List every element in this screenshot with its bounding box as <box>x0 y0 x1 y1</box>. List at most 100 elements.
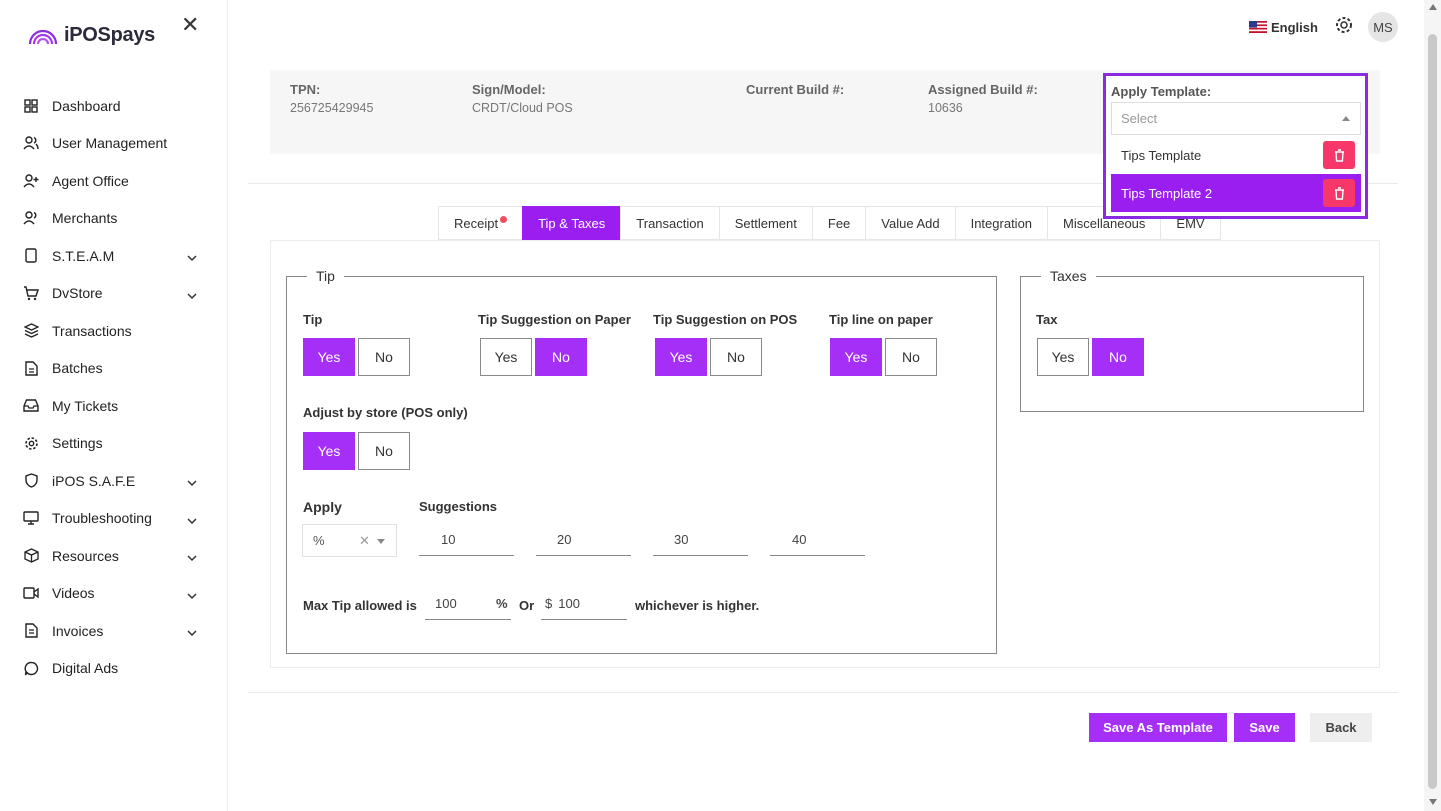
suggestion-input-2[interactable]: 20 <box>536 524 631 556</box>
sidebar-item-label: My Tickets <box>52 397 119 414</box>
max-tip-percent-input[interactable]: 100 % <box>425 588 511 620</box>
sidebar-item-agent-office[interactable]: Agent Office <box>0 162 228 200</box>
sidebar-item-label: Invoices <box>52 622 104 639</box>
sidebar-item-troubleshooting[interactable]: Troubleshooting <box>0 500 228 538</box>
sidebar-item-label: User Management <box>52 135 168 152</box>
tab-integration[interactable]: Integration <box>954 206 1048 240</box>
tab-settlement[interactable]: Settlement <box>718 206 812 240</box>
sign-model-field: Sign/Model: CRDT/Cloud POS <box>472 82 573 115</box>
suggestion-input-1[interactable]: 10 <box>419 524 514 556</box>
footer-divider <box>248 692 1398 693</box>
sidebar-item-my-tickets[interactable]: My Tickets <box>0 387 228 425</box>
save-as-template-button[interactable]: Save As Template <box>1089 713 1227 742</box>
tip-suggestion-pos-no-button[interactable]: No <box>710 338 762 376</box>
top-bar: English MS <box>1249 12 1398 42</box>
tip-line-paper-label: Tip line on paper <box>829 312 933 327</box>
settings-gear-icon[interactable] <box>1334 15 1354 40</box>
sidebar-item-user-management[interactable]: User Management <box>0 125 228 163</box>
suggestion-input-4[interactable]: 40 <box>770 524 865 556</box>
sidebar-item-dvstore[interactable]: DvStore <box>0 275 228 313</box>
tip-line-paper-no-button[interactable]: No <box>885 338 937 376</box>
scroll-down-arrow-icon[interactable] <box>1429 799 1437 805</box>
sidebar-item-videos[interactable]: Videos <box>0 575 228 613</box>
chevron-down-icon <box>187 249 197 267</box>
sidebar-item-dashboard[interactable]: Dashboard <box>0 87 228 125</box>
tax-no-button[interactable]: No <box>1092 338 1144 376</box>
tab-fee[interactable]: Fee <box>811 206 866 240</box>
cart-icon <box>23 285 39 301</box>
sidebar-item-invoices[interactable]: Invoices <box>0 612 228 650</box>
apply-template-label: Apply Template: <box>1111 84 1212 99</box>
tab-transaction[interactable]: Transaction <box>620 206 719 240</box>
tab-tip-taxes[interactable]: Tip & Taxes <box>522 206 621 240</box>
max-tip-percent-value: 100 <box>435 596 457 611</box>
or-label: Or <box>519 598 535 613</box>
save-button[interactable]: Save <box>1234 713 1295 742</box>
box-icon <box>23 548 39 564</box>
apply-label: Apply <box>303 499 342 515</box>
chevron-down-icon <box>187 474 197 492</box>
adjust-by-store-toggle: Yes No <box>303 432 410 470</box>
back-button[interactable]: Back <box>1310 713 1372 742</box>
template-option-selected[interactable]: Tips Template 2 <box>1111 174 1361 212</box>
tab-label: Fee <box>827 215 851 231</box>
sidebar-item-label: S.T.E.A.M <box>52 247 115 264</box>
sidebar-item-resources[interactable]: Resources <box>0 537 228 575</box>
chevron-down-icon <box>187 549 197 567</box>
adjust-by-store-no-button[interactable]: No <box>358 432 410 470</box>
tab-label: Settlement <box>734 215 797 231</box>
sidebar-item-label: Agent Office <box>52 172 129 189</box>
clear-icon[interactable]: ✕ <box>359 532 370 548</box>
avatar[interactable]: MS <box>1367 12 1398 42</box>
close-sidebar-button[interactable]: ✕ <box>181 12 200 37</box>
sidebar-item-ipos-safe[interactable]: iPOS S.A.F.E <box>0 462 228 500</box>
apply-select[interactable]: % ✕ <box>302 524 397 557</box>
logo[interactable]: iPOSpays <box>28 24 155 47</box>
device-icon <box>23 248 39 264</box>
sidebar-item-transactions[interactable]: Transactions <box>0 312 228 350</box>
tab-receipt[interactable]: Receipt <box>438 206 523 240</box>
sidebar-nav: Dashboard User Management Agent Office M… <box>0 87 228 687</box>
tax-toggle: Yes No <box>1037 338 1144 376</box>
tip-suggestion-paper-no-button[interactable]: No <box>535 338 587 376</box>
page-scrollbar[interactable] <box>1424 0 1441 811</box>
tip-yes-button[interactable]: Yes <box>303 338 355 376</box>
tip-no-button[interactable]: No <box>358 338 410 376</box>
tab-label: Integration <box>970 215 1033 231</box>
scroll-up-arrow-icon[interactable] <box>1429 4 1437 10</box>
taxes-legend: Taxes <box>1050 268 1087 284</box>
file-icon <box>23 360 39 376</box>
adjust-by-store-yes-button[interactable]: Yes <box>303 432 355 470</box>
sidebar-item-batches[interactable]: Batches <box>0 350 228 388</box>
sidebar-item-settings[interactable]: Settings <box>0 425 228 463</box>
user-plus-icon <box>23 173 39 189</box>
tip-suggestion-pos-yes-button[interactable]: Yes <box>655 338 707 376</box>
tip-taxes-panel <box>270 240 1380 668</box>
tpn-label: TPN: <box>290 82 321 97</box>
suggestion-input-3[interactable]: 30 <box>653 524 748 556</box>
template-option[interactable]: Tips Template <box>1111 136 1361 174</box>
language-selector[interactable]: English <box>1249 20 1318 35</box>
sidebar-item-label: iPOS S.A.F.E <box>52 472 136 489</box>
max-tip-amount-input[interactable]: $ 100 <box>541 588 627 620</box>
tip-section: Tip <box>286 268 997 654</box>
tab-label: Tip & Taxes <box>538 215 606 231</box>
tip-line-paper-yes-button[interactable]: Yes <box>830 338 882 376</box>
max-tip-amount-value: 100 <box>558 596 580 611</box>
apply-template-select[interactable]: Select <box>1111 102 1361 135</box>
scrollbar-thumb[interactable] <box>1428 34 1437 789</box>
sidebar-item-label: Videos <box>52 585 95 602</box>
tip-suggestion-paper-yes-button[interactable]: Yes <box>480 338 532 376</box>
sidebar-item-digital-ads[interactable]: Digital Ads <box>0 650 228 688</box>
tip-line-paper-toggle: Yes No <box>830 338 937 376</box>
tab-value-add[interactable]: Value Add <box>865 206 955 240</box>
sidebar-item-label: Digital Ads <box>52 660 119 677</box>
notification-dot <box>500 216 508 223</box>
tax-yes-button[interactable]: Yes <box>1037 338 1089 376</box>
current-build-label: Current Build #: <box>746 82 845 97</box>
sidebar-item-merchants[interactable]: Merchants <box>0 200 228 238</box>
template-option-label: Tips Template <box>1121 147 1202 163</box>
delete-template-button[interactable] <box>1323 179 1355 207</box>
sidebar-item-steam[interactable]: S.T.E.A.M <box>0 237 228 275</box>
delete-template-button[interactable] <box>1323 141 1355 169</box>
